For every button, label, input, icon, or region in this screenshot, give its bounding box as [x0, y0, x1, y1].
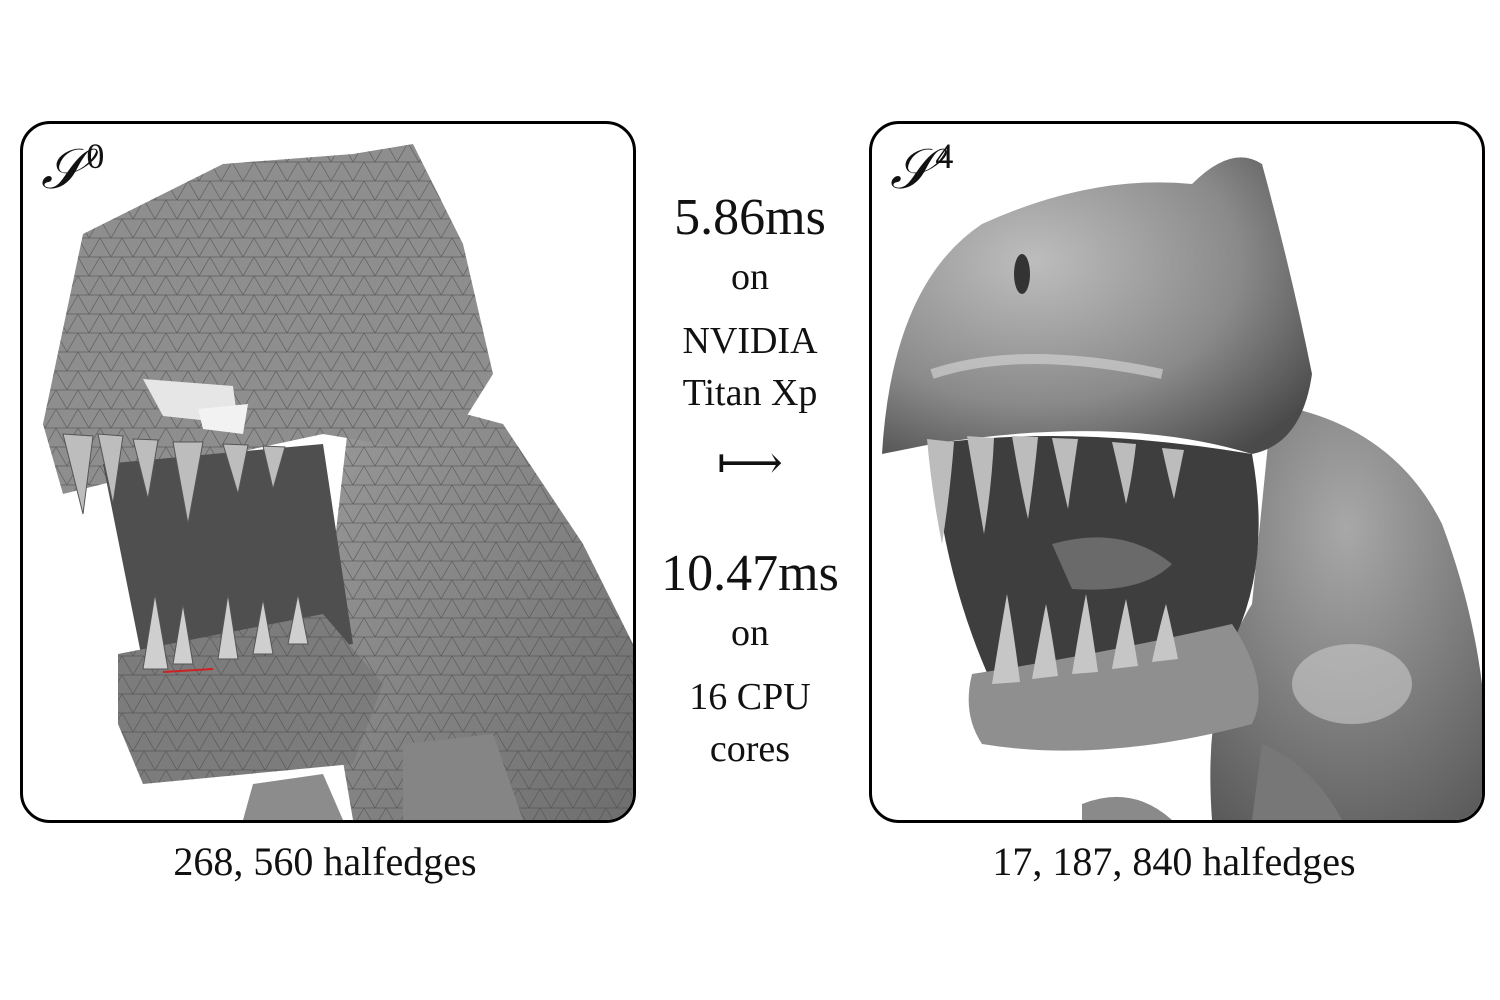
- gpu-on-label: on: [731, 256, 769, 298]
- cpu-line1: 16 CPU: [689, 676, 811, 718]
- coarse-mesh-panel: 𝒮0: [20, 121, 636, 823]
- surface-symbol: 𝒮: [890, 137, 934, 202]
- surface-symbol: 𝒮: [41, 137, 85, 202]
- subdivided-mesh-panel: 𝒮4: [869, 121, 1485, 823]
- smooth-trex-image: [882, 157, 1482, 820]
- gpu-name-line1: NVIDIA: [682, 320, 818, 362]
- coarse-trex-image: [43, 144, 633, 820]
- gpu-time: 5.86ms: [674, 189, 826, 246]
- mesh-level-label: 𝒮0: [41, 138, 104, 198]
- gpu-timing-block: 5.86ms on NVIDIA Titan Xp: [640, 189, 860, 414]
- cpu-time: 10.47ms: [661, 545, 839, 602]
- subdivision-level: 0: [86, 136, 105, 176]
- cpu-on-label: on: [731, 612, 769, 654]
- gpu-name-line2: Titan Xp: [682, 372, 818, 414]
- mesh-level-label: 𝒮4: [890, 138, 953, 198]
- subdivision-level: 4: [935, 136, 954, 176]
- coarse-halfedge-count: 268, 560 halfedges: [173, 839, 477, 884]
- subdivided-halfedge-count: 17, 187, 840 halfedges: [992, 839, 1356, 884]
- cpu-timing-block: 10.47ms on 16 CPU cores: [640, 545, 860, 770]
- maps-to-arrow: ⟼: [717, 437, 783, 488]
- cpu-line2: cores: [709, 728, 791, 770]
